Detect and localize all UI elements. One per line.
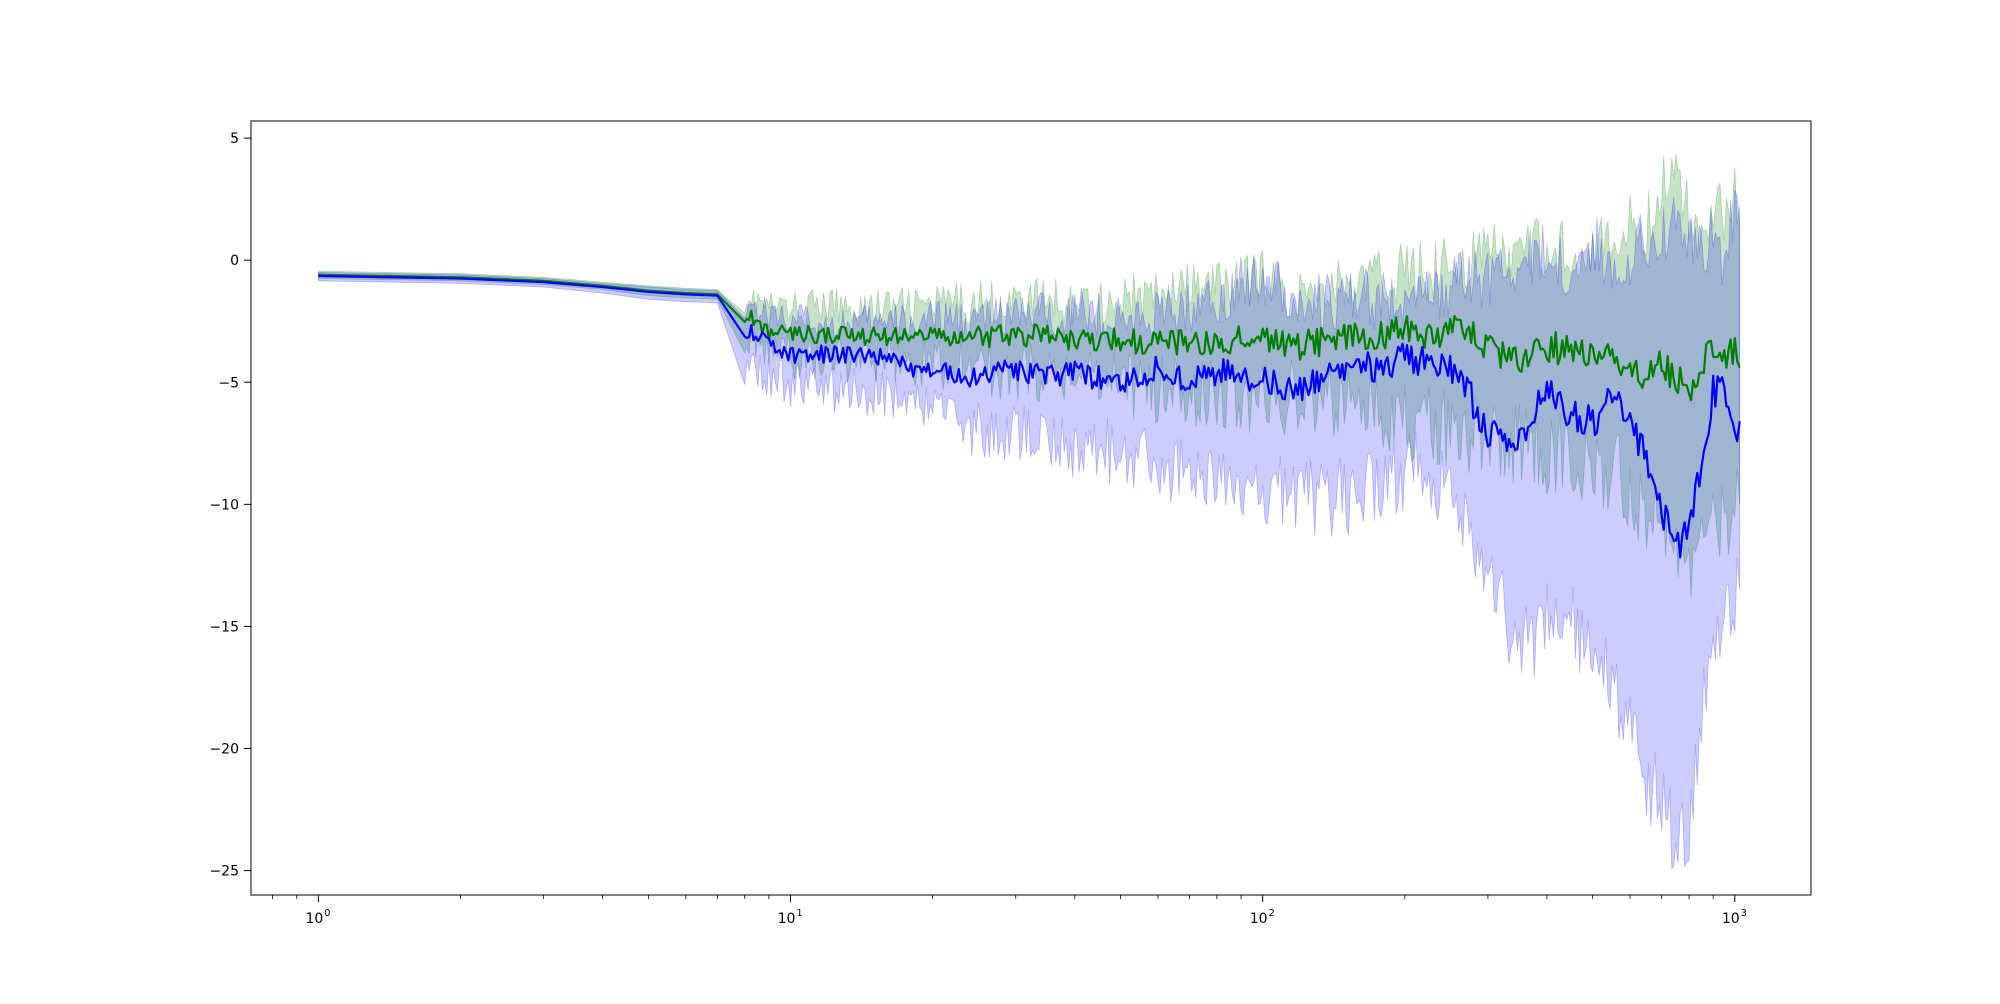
y-tick-label: −25: [209, 864, 239, 880]
x-tick-label: 10: [1722, 911, 1740, 927]
x-tick-label-exponent: 2: [1268, 908, 1274, 919]
x-axis: 10 0 10 1 10 2 10 3: [272, 895, 1747, 927]
plot-frame: [250, 120, 1812, 896]
x-tick-label: 10: [305, 911, 323, 927]
series-line-1: [318, 273, 1741, 402]
y-tick-label: −5: [218, 375, 239, 391]
y-tick-label: −20: [209, 742, 239, 758]
x-tick-label-exponent: 0: [324, 908, 330, 919]
series-line-2: [318, 274, 1741, 559]
y-tick-label: −10: [209, 497, 239, 513]
y-axis: 5 0 −5 −10 −15 −20 −25: [209, 131, 251, 880]
x-tick-label: 10: [778, 911, 796, 927]
confidence-band-2: [317, 189, 1741, 870]
y-tick-label: 5: [230, 131, 239, 147]
y-tick-label: 0: [230, 253, 239, 269]
confidence-bands: [317, 154, 1741, 870]
x-tick-label: 10: [1250, 911, 1268, 927]
series-lines: [318, 273, 1741, 559]
x-tick-label-exponent: 1: [796, 908, 802, 919]
x-tick-label-exponent: 3: [1741, 908, 1747, 919]
y-tick-label: −15: [209, 619, 239, 635]
